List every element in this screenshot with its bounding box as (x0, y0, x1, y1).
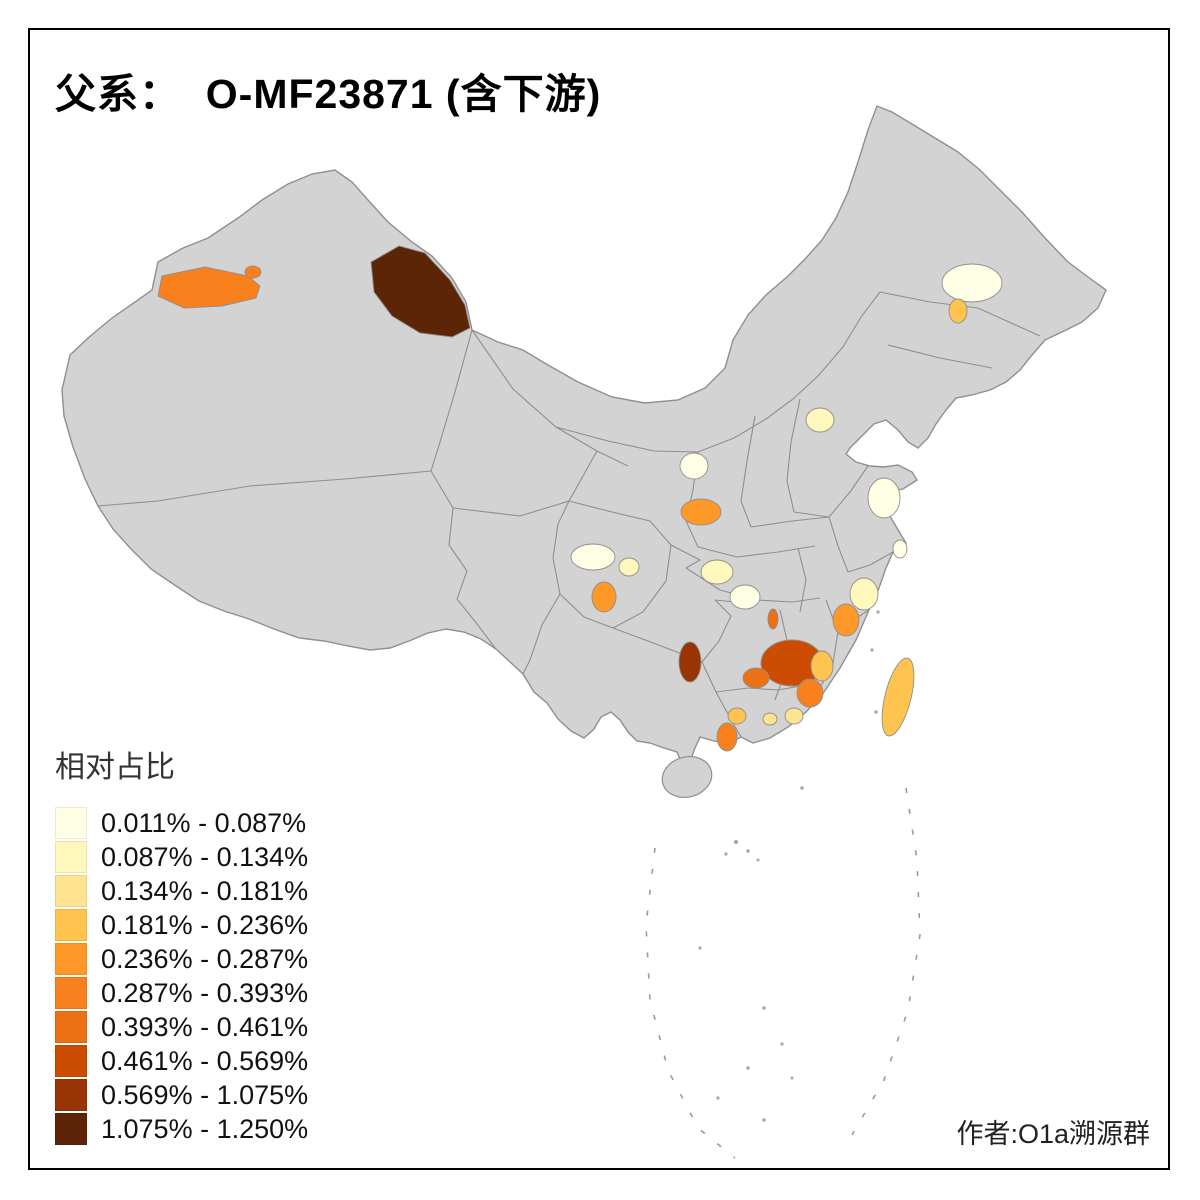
legend-swatch (55, 1045, 87, 1077)
legend-item: 0.569% - 1.075% (55, 1078, 308, 1112)
map-region (157, 266, 261, 309)
legend: 相对占比 0.011% - 0.087% 0.087% - 0.134% 0.134… (55, 742, 308, 1146)
legend-label: 0.181% - 0.236% (101, 909, 309, 940)
map-region (767, 608, 779, 630)
islet (762, 1118, 766, 1122)
islet (698, 946, 702, 950)
map-region (370, 245, 471, 338)
legend-swatch (55, 909, 87, 941)
map-region (892, 539, 908, 559)
legend-swatch (55, 1079, 87, 1111)
legend-label: 0.569% - 1.075% (101, 1079, 309, 1110)
map-region (867, 477, 901, 519)
islet (756, 858, 760, 862)
colored-regions (157, 245, 1003, 752)
legend-item: 0.134% - 0.181% (55, 874, 308, 908)
map-region (762, 712, 778, 726)
legend-title: 相对占比 (55, 751, 175, 784)
islet (870, 648, 874, 652)
map-region (742, 667, 770, 689)
map-region (948, 298, 968, 324)
map-region (680, 498, 722, 526)
legend-swatch (55, 841, 87, 873)
map-region (881, 657, 915, 737)
islet (746, 1066, 750, 1070)
legend-item: 0.011% - 0.087% (55, 806, 308, 840)
islet (874, 710, 878, 714)
islet (780, 1042, 784, 1046)
legend-label: 1.075% - 1.250% (101, 1113, 309, 1144)
islet (716, 1096, 720, 1100)
hainan-island (661, 756, 713, 798)
islet (724, 852, 728, 856)
attribution: 作者:O1a溯源群 (956, 1119, 1150, 1149)
islet (876, 610, 880, 614)
map-region (727, 707, 747, 725)
legend-swatch (55, 1011, 87, 1043)
dashed-boundary-line (851, 787, 921, 1136)
south-china-sea-features (645, 610, 921, 1159)
legend-swatch (55, 977, 87, 1009)
map-region (729, 584, 761, 610)
legend-label: 0.011% - 0.087% (101, 807, 307, 838)
legend-label: 0.134% - 0.181% (101, 875, 309, 906)
map-region (591, 581, 617, 613)
map-region (570, 543, 616, 571)
legend-label: 0.236% - 0.287% (101, 943, 309, 974)
map-region (700, 559, 734, 585)
legend-item: 0.461% - 0.569% (55, 1044, 308, 1078)
legend-swatch (55, 875, 87, 907)
legend-item: 1.075% - 1.250% (55, 1112, 308, 1146)
islet (733, 839, 739, 845)
legend-swatch (55, 943, 87, 975)
map-region (941, 263, 1003, 303)
legend-label: 0.461% - 0.569% (101, 1045, 309, 1076)
legend-item: 0.287% - 0.393% (55, 976, 308, 1010)
islet (762, 1006, 766, 1010)
map-region (805, 407, 835, 433)
map-region (618, 557, 640, 577)
legend-label: 0.087% - 0.134% (101, 841, 309, 872)
islet (790, 1076, 794, 1080)
legend-item: 0.236% - 0.287% (55, 942, 308, 976)
province-borders (97, 291, 1041, 738)
map-region (810, 650, 834, 682)
legend-item: 0.181% - 0.236% (55, 908, 308, 942)
map-region (796, 678, 824, 708)
legend-swatch (55, 807, 87, 839)
page-title: 父系： O-MF23871 (含下游) (55, 71, 602, 117)
legend-label: 0.393% - 0.461% (101, 1011, 309, 1042)
dashed-boundary-line (645, 847, 736, 1159)
map-region (244, 265, 262, 279)
map-region (716, 722, 738, 752)
map-region (784, 707, 804, 725)
map-region (832, 603, 860, 637)
legend-label: 0.287% - 0.393% (101, 977, 309, 1008)
islet (800, 786, 804, 790)
map-region (849, 577, 879, 611)
map-region (679, 452, 709, 480)
legend-swatch (55, 1113, 87, 1145)
map-region (678, 641, 702, 683)
legend-item: 0.087% - 0.134% (55, 840, 308, 874)
legend-item: 0.393% - 0.461% (55, 1010, 308, 1044)
islet (746, 849, 750, 853)
legend-items: 0.011% - 0.087% 0.087% - 0.134% 0.134% - 0… (55, 806, 308, 1146)
land-group (61, 105, 1107, 798)
china-mainland (61, 105, 1107, 767)
